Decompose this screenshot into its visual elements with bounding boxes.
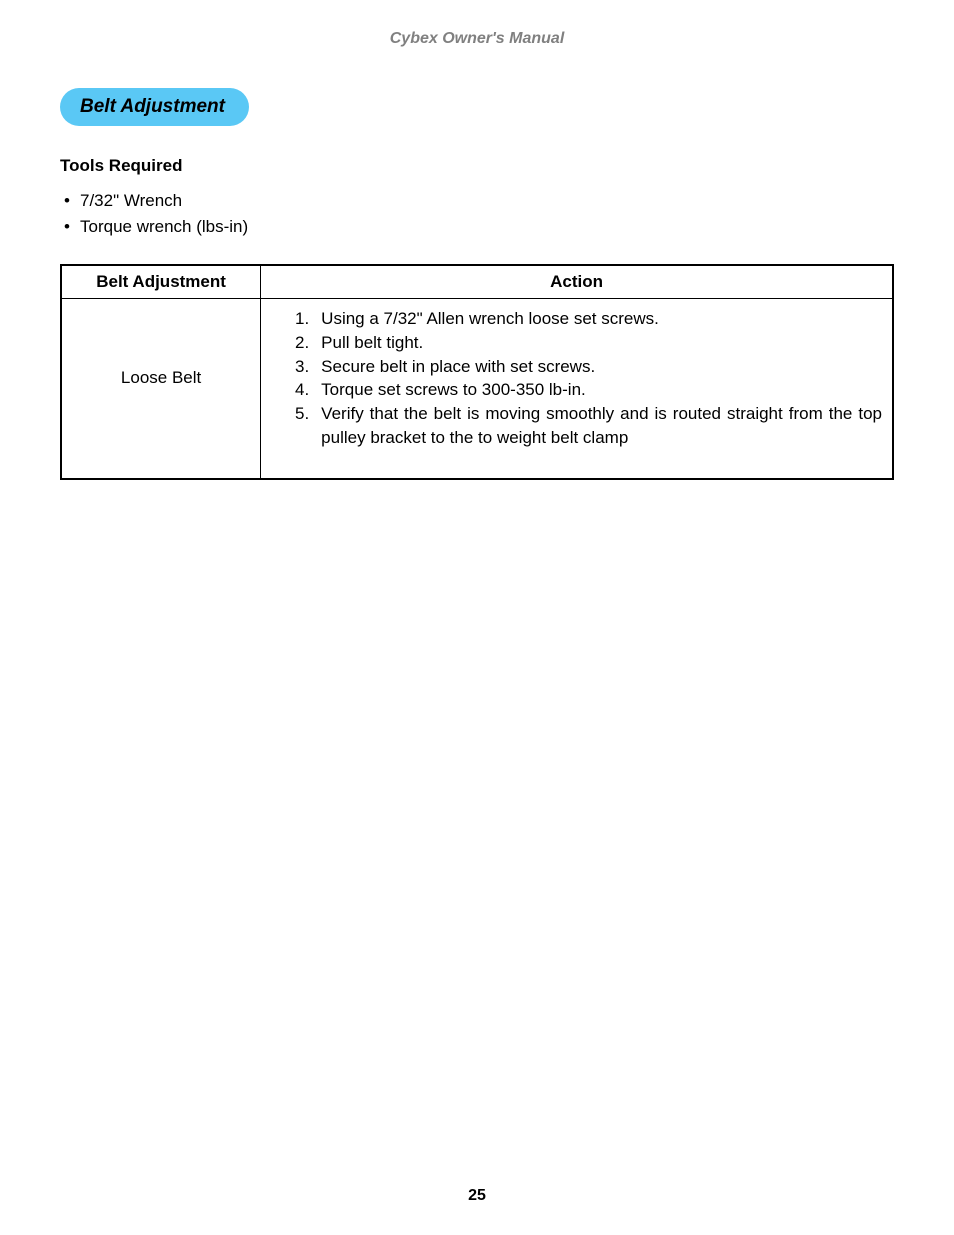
table-header-condition: Belt Adjustment	[61, 265, 261, 299]
action-step: Verify that the belt is moving smoothly …	[271, 402, 882, 450]
table-row: Loose Belt Using a 7/32" Allen wrench lo…	[61, 299, 893, 479]
action-steps-list: Using a 7/32" Allen wrench loose set scr…	[271, 307, 882, 450]
condition-cell: Loose Belt	[61, 299, 261, 479]
action-cell: Using a 7/32" Allen wrench loose set scr…	[261, 299, 893, 479]
action-step: Secure belt in place with set screws.	[271, 355, 882, 379]
tools-required-heading: Tools Required	[60, 156, 894, 176]
action-step: Pull belt tight.	[271, 331, 882, 355]
action-step: Using a 7/32" Allen wrench loose set scr…	[271, 307, 882, 331]
document-header-title: Cybex Owner's Manual	[60, 30, 894, 48]
tool-item: 7/32" Wrench	[64, 188, 894, 214]
page-number: 25	[0, 1187, 954, 1205]
tools-list: 7/32" Wrench Torque wrench (lbs-in)	[64, 188, 894, 239]
action-step: Torque set screws to 300-350 lb-in.	[271, 378, 882, 402]
belt-adjustment-table: Belt Adjustment Action Loose Belt Using …	[60, 264, 894, 480]
section-title-pill: Belt Adjustment	[60, 88, 249, 126]
table-header-action: Action	[261, 265, 893, 299]
tool-item: Torque wrench (lbs-in)	[64, 214, 894, 240]
